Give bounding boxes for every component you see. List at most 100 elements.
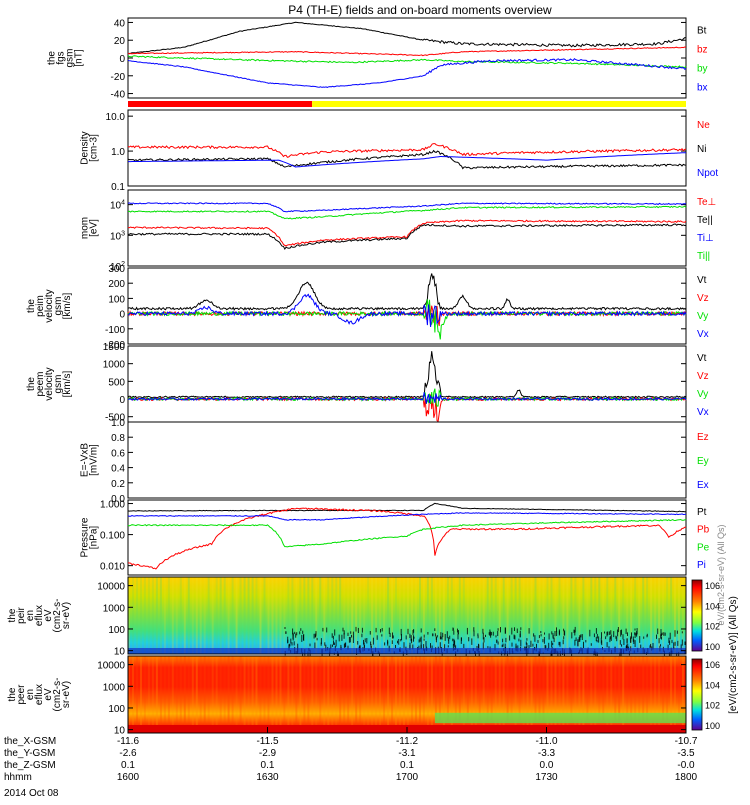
time-row-label: the_Y-GSM bbox=[4, 748, 55, 759]
ytick-label: 0.1 bbox=[111, 182, 125, 193]
legend-Vt: Vt bbox=[697, 275, 707, 286]
ylabel-line: the bbox=[7, 608, 18, 622]
series-line-Pb bbox=[127, 507, 686, 570]
ylabel-line: velocity bbox=[44, 289, 55, 322]
ytick-label: 0.2 bbox=[111, 479, 125, 490]
colorbar-label: [eV/(cm2-s-sr-eV)] (All Qs) bbox=[728, 596, 739, 714]
series-line-Pt bbox=[127, 502, 686, 513]
ytick-label: 10 bbox=[114, 647, 126, 658]
series-line-Vx bbox=[127, 392, 687, 404]
series-line-Vt bbox=[127, 273, 687, 311]
series-line-Ni bbox=[127, 149, 687, 170]
time-row-value: -2.9 bbox=[259, 748, 277, 759]
time-row-value: 1730 bbox=[535, 772, 558, 783]
ytick-label: 1000 bbox=[103, 603, 126, 614]
ylabel-line: eV bbox=[43, 609, 54, 622]
ytick-label: -500 bbox=[105, 413, 125, 424]
ylabel-line: [km/s] bbox=[62, 370, 73, 397]
panel-ion_velocity: 300 200 100 0 -100 -200 thepeimvelocitygsm[km/… bbox=[26, 264, 709, 351]
ytick-label: 20 bbox=[114, 36, 126, 47]
time-row-value: 1800 bbox=[675, 772, 698, 783]
ytick-label: 1.0 bbox=[111, 147, 125, 158]
ytick-label: -200 bbox=[105, 340, 125, 351]
ytick-label: 0 bbox=[119, 54, 125, 65]
series-line-by bbox=[127, 55, 687, 69]
ytick-label: 1.0 bbox=[111, 418, 125, 429]
legend-Ti⊥: Ti⊥ bbox=[697, 233, 714, 244]
time-row-label: the_X-GSM bbox=[4, 736, 56, 747]
ylabel-line: the bbox=[7, 687, 18, 701]
panel-frame bbox=[127, 109, 687, 187]
panel-frame bbox=[127, 499, 687, 576]
ytick-label: 10 bbox=[114, 726, 126, 737]
ytick-label: 0.8 bbox=[111, 433, 125, 444]
ylabel-line: velocity bbox=[44, 367, 55, 400]
ytick-label: 10000 bbox=[97, 582, 125, 593]
colorbar-tick: 102 bbox=[705, 701, 720, 711]
ylabel-line: mom bbox=[80, 217, 91, 239]
panel-electron_spectrogram: 106 104 102 100 10000 1000 100 10 thepeereneflux… bbox=[7, 655, 720, 737]
time-row-value: 1600 bbox=[117, 772, 140, 783]
legend-Vy: Vy bbox=[697, 311, 708, 322]
ytick-label: 100 bbox=[108, 704, 125, 715]
colorbar-tick: 106 bbox=[705, 660, 720, 670]
series-line-Ti⊥ bbox=[127, 202, 687, 213]
ytick-label: 0 bbox=[119, 310, 125, 321]
ylabel-line: [km/s] bbox=[62, 292, 73, 319]
ytick-label: 300 bbox=[108, 264, 125, 275]
ytick-label: 0.0 bbox=[111, 494, 125, 505]
ylabel-line: sr-eV) bbox=[61, 602, 72, 629]
series-line-Te⊥ bbox=[127, 219, 687, 247]
ytick-label: 0.4 bbox=[111, 464, 125, 475]
ytick-label: 103 bbox=[110, 230, 125, 242]
panel-frame bbox=[127, 421, 687, 499]
panel-frame bbox=[127, 267, 687, 345]
ytick-label: 10.0 bbox=[106, 112, 126, 123]
time-row-value: 1630 bbox=[256, 772, 279, 783]
ylabel-line: [nT] bbox=[74, 49, 85, 66]
ylabel-line: en bbox=[25, 610, 36, 621]
time-row-value: -11.2 bbox=[396, 736, 418, 747]
ytick-label: 200 bbox=[108, 279, 125, 290]
ytick-label: 40 bbox=[114, 18, 126, 29]
legend-Vy: Vy bbox=[697, 389, 708, 400]
legend-Npot: Npot bbox=[697, 168, 718, 179]
ytick-label: 1000 bbox=[103, 360, 126, 371]
ylabel-line: eflux bbox=[34, 684, 45, 705]
ytick-label: 0.010 bbox=[100, 562, 125, 573]
ytick-label: 0 bbox=[119, 395, 125, 406]
ylabel-line: [nPa] bbox=[89, 526, 100, 550]
series-line-Vt bbox=[127, 351, 687, 399]
ylabel-line: [mV/m] bbox=[89, 444, 100, 476]
time-row-value: -3.1 bbox=[398, 748, 416, 759]
ylabel-line: peir bbox=[16, 606, 27, 623]
ylabel-line: sr-eV) bbox=[61, 681, 72, 708]
legend-Vx: Vx bbox=[697, 407, 709, 418]
mode-bar bbox=[128, 101, 686, 107]
series-line-Pi bbox=[127, 512, 687, 521]
legend-Pt: Pt bbox=[697, 507, 707, 518]
colorbar-tick: 106 bbox=[705, 581, 720, 591]
ylabel-line: the bbox=[26, 377, 37, 391]
legend-Bt: Bt bbox=[697, 26, 707, 37]
ylabel-line: (cm2-s- bbox=[52, 599, 63, 633]
mode-bar-segment bbox=[312, 101, 686, 107]
colorbar-ion_spectrogram bbox=[691, 579, 703, 652]
colorbar-electron_spectrogram bbox=[691, 658, 703, 731]
legend-Ex: Ex bbox=[697, 480, 709, 491]
series-line-Ne bbox=[127, 143, 687, 158]
ytick-label: 104 bbox=[110, 200, 125, 212]
ytick-label: 1.000 bbox=[100, 500, 125, 511]
ytick-label: 0.6 bbox=[111, 448, 125, 459]
legend-Te||: Te|| bbox=[697, 215, 713, 226]
legend-Vt: Vt bbox=[697, 353, 707, 364]
ylabel-line: eflux bbox=[34, 605, 45, 626]
time-row-value: -11.0 bbox=[535, 736, 557, 747]
colorbar-tick: 100 bbox=[705, 642, 720, 652]
ylabel-line: peem bbox=[35, 371, 46, 396]
legend-Ne: Ne bbox=[697, 120, 710, 131]
panel-density: 10.0 1.0 0.1 Density[cm-3] Ne Ni Npot bbox=[80, 109, 718, 193]
time-row-value: 0.0 bbox=[540, 760, 554, 771]
ytick-label: 100 bbox=[108, 625, 125, 636]
